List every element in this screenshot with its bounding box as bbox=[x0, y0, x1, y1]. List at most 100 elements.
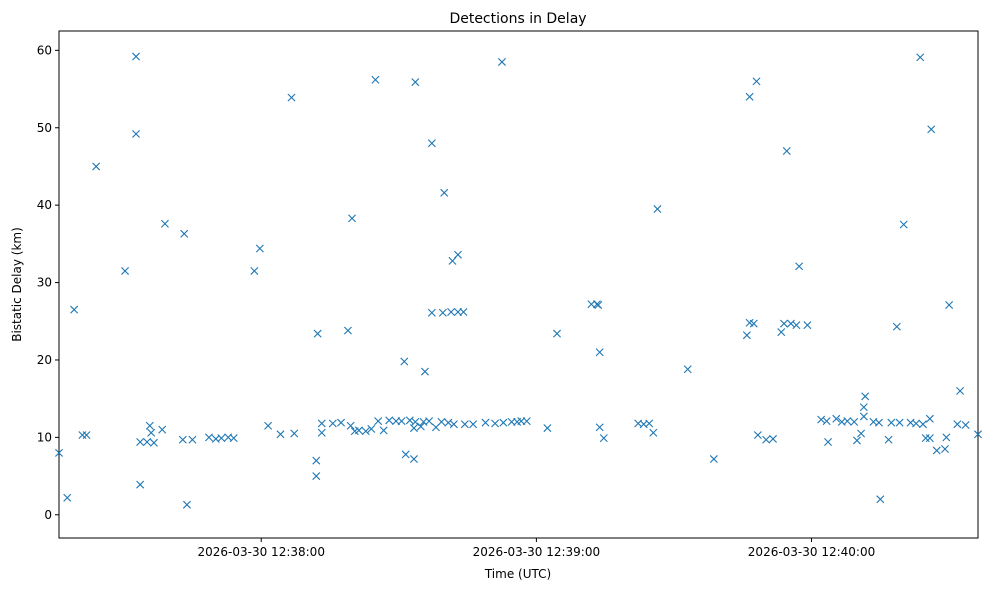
data-point bbox=[491, 419, 500, 428]
data-point bbox=[348, 214, 357, 223]
data-point bbox=[385, 416, 394, 425]
data-point bbox=[416, 422, 425, 431]
data-point bbox=[780, 319, 789, 328]
y-tick-label: 0 bbox=[44, 508, 52, 522]
data-point bbox=[645, 419, 654, 428]
data-point bbox=[927, 125, 936, 134]
y-tick-label: 40 bbox=[37, 198, 52, 212]
data-points bbox=[55, 52, 982, 509]
data-point bbox=[371, 75, 380, 84]
x-tick-label: 2026-03-30 12:38:00 bbox=[198, 545, 325, 559]
data-point bbox=[595, 348, 604, 357]
data-point bbox=[899, 220, 908, 229]
data-point bbox=[180, 229, 189, 238]
data-point bbox=[460, 420, 469, 429]
data-point bbox=[852, 436, 861, 445]
data-point bbox=[843, 417, 852, 426]
y-tick-label: 30 bbox=[37, 276, 52, 290]
data-point bbox=[188, 435, 197, 444]
data-point bbox=[961, 421, 970, 429]
data-point bbox=[55, 448, 63, 457]
data-point bbox=[850, 417, 859, 426]
data-point bbox=[459, 307, 468, 316]
data-point bbox=[178, 435, 187, 444]
data-point bbox=[522, 417, 531, 426]
data-point bbox=[132, 129, 141, 138]
data-point bbox=[92, 162, 101, 171]
data-point bbox=[595, 423, 604, 432]
data-point bbox=[397, 417, 406, 426]
x-axis-title: Time (UTC) bbox=[484, 567, 551, 581]
data-point bbox=[769, 434, 778, 443]
data-point bbox=[859, 412, 868, 421]
data-point bbox=[817, 415, 826, 424]
data-point bbox=[204, 433, 213, 442]
data-point bbox=[753, 431, 762, 440]
data-point bbox=[411, 78, 420, 87]
data-point bbox=[290, 429, 299, 438]
data-point bbox=[745, 92, 754, 101]
data-point bbox=[143, 438, 152, 447]
data-point bbox=[82, 431, 91, 440]
data-point bbox=[653, 205, 662, 214]
data-point bbox=[379, 426, 388, 435]
data-point bbox=[861, 392, 870, 401]
data-point bbox=[895, 418, 904, 427]
data-point bbox=[599, 434, 608, 443]
data-point bbox=[121, 266, 130, 275]
y-axis-ticks: 0 10 20 30 40 50 60 bbox=[37, 43, 59, 522]
x-tick-label: 2026-03-30 12:40:00 bbox=[748, 545, 875, 559]
data-point bbox=[594, 301, 603, 310]
data-point bbox=[276, 430, 285, 439]
data-point bbox=[481, 418, 490, 427]
data-point bbox=[427, 139, 436, 148]
data-point bbox=[312, 456, 321, 465]
x-axis-ticks: 2026-03-30 12:38:00 2026-03-30 12:39:00 20… bbox=[198, 538, 875, 559]
data-point bbox=[709, 455, 718, 464]
data-point bbox=[409, 455, 418, 464]
data-point bbox=[683, 365, 692, 374]
y-tick-label: 50 bbox=[37, 121, 52, 135]
data-point bbox=[444, 418, 453, 427]
data-point bbox=[250, 266, 259, 275]
data-point bbox=[136, 438, 145, 447]
data-point bbox=[925, 434, 934, 443]
chart-title: Detections in Delay bbox=[449, 11, 586, 27]
data-point bbox=[264, 421, 273, 430]
data-point bbox=[328, 419, 337, 428]
data-point bbox=[367, 424, 376, 433]
data-point bbox=[832, 414, 841, 423]
data-point bbox=[859, 403, 868, 412]
data-point bbox=[70, 305, 79, 314]
data-point bbox=[145, 421, 154, 430]
data-point bbox=[374, 417, 383, 426]
data-point bbox=[313, 329, 322, 338]
data-point bbox=[956, 386, 965, 395]
data-point bbox=[401, 450, 410, 459]
data-point bbox=[752, 77, 761, 86]
data-point bbox=[762, 435, 771, 444]
data-point bbox=[499, 418, 508, 427]
data-point bbox=[942, 433, 951, 442]
data-point bbox=[440, 188, 449, 197]
data-point bbox=[317, 428, 326, 437]
data-point bbox=[136, 480, 145, 489]
data-point bbox=[354, 426, 363, 435]
data-point bbox=[343, 326, 352, 335]
data-point bbox=[449, 420, 458, 429]
data-point bbox=[874, 418, 883, 427]
data-point bbox=[786, 319, 795, 328]
data-point bbox=[945, 301, 954, 310]
data-point bbox=[63, 493, 72, 502]
data-point bbox=[182, 500, 191, 509]
data-point bbox=[782, 146, 791, 155]
data-point bbox=[405, 416, 414, 425]
data-point bbox=[792, 321, 801, 330]
data-point bbox=[361, 427, 370, 436]
data-point bbox=[229, 434, 238, 443]
data-point bbox=[822, 417, 831, 426]
data-point bbox=[795, 262, 804, 271]
data-point bbox=[974, 430, 982, 439]
data-point bbox=[447, 307, 456, 316]
